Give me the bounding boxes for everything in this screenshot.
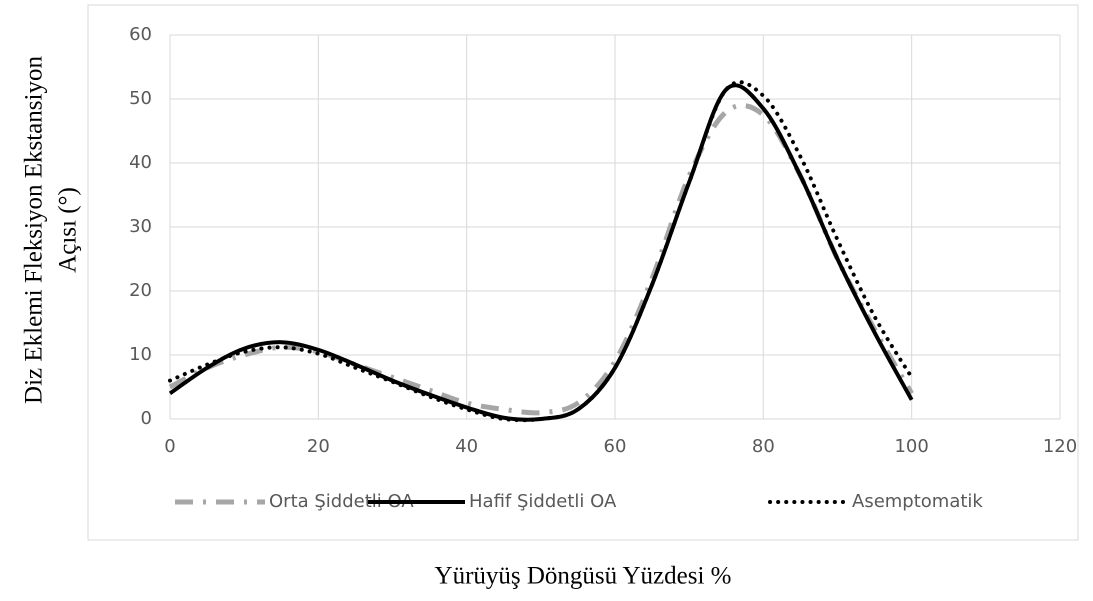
y-tick-label: 50 [129,88,152,109]
y-tick-label: 0 [141,408,152,429]
y-tick-label: 10 [129,344,152,365]
legend-label: Orta Şiddetli OA [269,491,414,512]
y-tick-label: 40 [129,152,152,173]
chart-frame [87,4,1079,541]
y-tick-label: 60 [129,24,152,45]
x-tick-label: 80 [752,436,775,457]
y-tick-label: 20 [129,280,152,301]
legend-label: Asemptomatik [852,491,983,512]
x-tick-label: 100 [894,436,928,457]
x-tick-label: 0 [164,436,175,457]
y-axis-title: Diz Eklemi Fleksiyon Ekstansiyon [21,56,48,404]
x-tick-label: 60 [604,436,627,457]
line-series [168,83,914,422]
y-tick-label: 30 [129,216,152,237]
x-tick-label: 40 [455,436,478,457]
x-tick-label: 120 [1043,436,1077,457]
legend-label: Hafif Şiddetli OA [469,491,617,512]
y-axis-title: Açısı (°) [55,187,82,273]
x-axis-title: Yürüyüş Döngüsü Yüzdesi % [435,563,732,590]
x-tick-label: 20 [307,436,330,457]
line-series [168,80,914,423]
